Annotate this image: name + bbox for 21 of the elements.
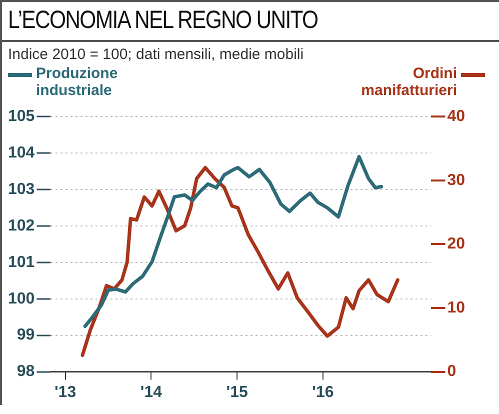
y2-tick-label: 40 [447, 108, 466, 126]
legend-label: Produzione industriale [36, 65, 119, 99]
chart-title: L’ECONOMIA NEL REGNO UNITO [8, 6, 318, 35]
x-tick-label: '13 [54, 384, 76, 401]
text: Ordini manifatturieri [360, 65, 457, 99]
y-tick-label: 100 [8, 290, 35, 308]
y-tick-label: 103 [8, 180, 35, 198]
y-tick-label: 105 [8, 108, 35, 126]
y-tick-label: 102 [8, 217, 35, 234]
y-tick-label: 101 [8, 254, 35, 271]
x-tick-label: '16 [312, 384, 334, 401]
y-tick-label: 104 [8, 144, 35, 162]
y2-tick-label: 30 [447, 172, 466, 189]
chart-subtitle: Indice 2010 = 100; dati mensili, medie mobili [0, 42, 499, 63]
y-tick-label: 98 [16, 363, 35, 380]
y2-tick-label: 20 [447, 236, 466, 253]
y2-tick-label: 10 [447, 299, 466, 316]
y-tick-label: 99 [16, 326, 35, 344]
x-tick-label: '14 [140, 384, 162, 401]
x-tick-label: '15 [226, 384, 248, 401]
y2-tick-label: 0 [447, 363, 456, 380]
